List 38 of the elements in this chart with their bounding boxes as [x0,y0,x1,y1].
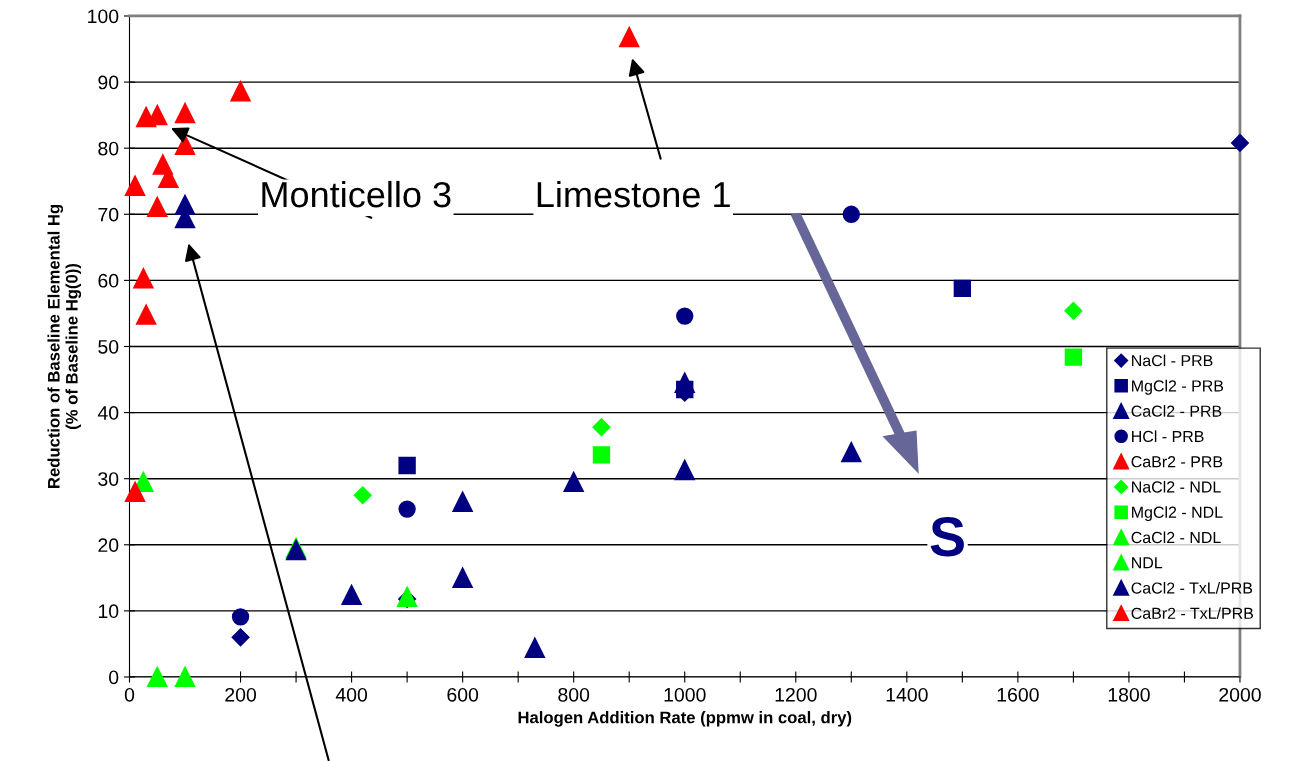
x-tick-label: 1400 [886,687,928,702]
x-tick-label: 1800 [1108,687,1150,702]
x-tick-label: 200 [225,687,257,702]
y-tick-label: 20 [98,538,119,553]
y-tick-label: 40 [97,406,119,420]
legend-label: CaCl2 - NDL [1131,531,1221,544]
y-tick-label: 10 [98,604,119,619]
annotation: S [930,517,964,557]
y-tick-label: 90 [98,75,119,90]
legend-label: CaBr2 - PRB [1131,456,1223,468]
x-tick-label: 2000 [1219,687,1261,702]
legend-label: MgCl2 - PRB [1132,379,1224,395]
legend-label: NaCl - PRB [1132,354,1213,367]
x-tick-label: 1600 [997,687,1039,702]
x-tick-label: 600 [447,687,479,702]
legend-label: NaCl2 - NDL [1132,480,1221,493]
x-tick-label: 400 [335,687,368,702]
x-tick-label: 800 [558,687,590,702]
x-tick-label: 1000 [664,687,706,702]
y-tick-label: 60 [98,273,119,288]
y-axis-title: Reduction of Baseline Elemental Hg (% of Baseline Hg(0)) [47,204,82,488]
x-tick-label: 1200 [775,687,817,702]
y-tick-label: 0 [109,670,119,685]
legend-label: HCl - PRB [1132,430,1204,443]
y-tick-label: 70 [98,207,119,222]
legend-label: CaCl2 - TxL/PRB [1131,581,1253,594]
annotation: Limestone 1 [537,180,730,208]
legend-label: NDL [1132,557,1163,569]
y-tick-label: 80 [98,141,119,156]
y-tick-label: 50 [98,339,119,354]
annotation: Monticello 3 [262,180,451,208]
y-tick-label: 100 [88,9,119,24]
legend-label: MgCl2 - NDL [1132,506,1223,522]
legend-label: CaCl2 - PRB [1131,405,1222,417]
x-tick-label: 0 [124,687,135,702]
x-axis-title: Halogen Addition Rate (ppmw in coal, dry) [518,711,852,727]
legend-label: CaBr2 - TxL/PRB [1131,607,1253,619]
y-tick-label: 30 [98,472,119,486]
